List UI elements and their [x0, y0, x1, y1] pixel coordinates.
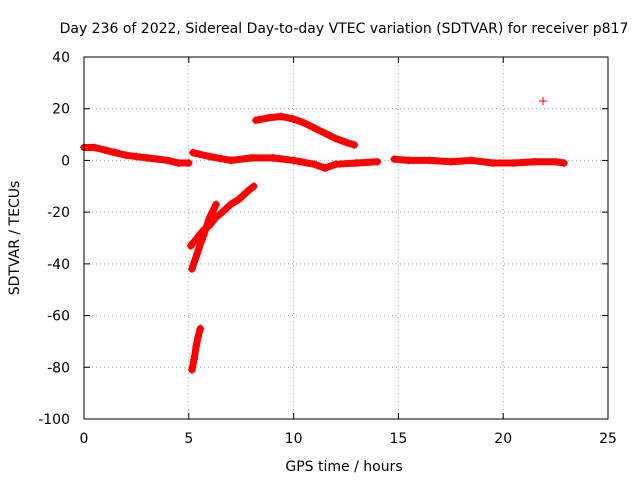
data-point — [321, 129, 330, 138]
x-axis-label: GPS time / hours — [285, 459, 402, 475]
data-point — [350, 140, 359, 149]
data-point — [187, 265, 196, 274]
axis-ticks — [83, 56, 609, 420]
data-point — [235, 195, 244, 204]
chart-title: Day 236 of 2022, Sidereal Day-to-day VTE… — [60, 21, 629, 37]
data-point — [226, 200, 235, 209]
y-tick-label: 40 — [52, 50, 70, 66]
data-point — [163, 156, 172, 165]
y-tick-label: -100 — [38, 412, 70, 428]
data-point — [352, 159, 361, 168]
data-point — [530, 157, 539, 166]
data-point — [264, 113, 273, 122]
x-tick-label: 10 — [285, 431, 303, 447]
data-point — [212, 200, 221, 209]
series-track-band — [189, 149, 381, 172]
data-point — [205, 213, 214, 222]
data-point — [321, 164, 330, 173]
y-tick-label: -60 — [47, 309, 70, 325]
x-tick-label: 5 — [184, 431, 193, 447]
series-track-band — [390, 155, 568, 167]
data-point — [90, 143, 99, 152]
data-point — [199, 231, 208, 240]
data-point — [488, 159, 497, 168]
data-point — [251, 116, 260, 125]
plot-frame — [83, 56, 609, 420]
data-point — [310, 124, 319, 133]
series-high-arc — [251, 112, 359, 149]
data-point — [193, 249, 202, 258]
series-mid-track — [188, 148, 382, 173]
data-point — [289, 115, 298, 124]
series-deep-dip — [187, 324, 205, 374]
y-tick-label: -80 — [47, 360, 70, 376]
data-point — [142, 153, 151, 162]
data-point — [192, 342, 201, 351]
data-point — [342, 138, 350, 147]
y-tick-label: -20 — [47, 205, 70, 221]
data-point — [196, 324, 205, 333]
data-point — [446, 157, 455, 166]
data-point — [186, 241, 195, 250]
data-point — [174, 159, 183, 168]
data-point — [425, 156, 434, 165]
data-point — [121, 151, 130, 160]
data-point — [188, 148, 197, 157]
data-point — [467, 156, 476, 165]
series-track-band — [252, 112, 358, 149]
data-point — [404, 156, 413, 165]
data-point — [331, 160, 340, 169]
data-point — [551, 157, 560, 166]
data-point — [247, 153, 256, 162]
data-point — [390, 155, 399, 164]
series-recovery-lower — [187, 200, 221, 274]
data-point — [226, 156, 235, 165]
x-tick-label: 0 — [80, 431, 89, 447]
data-point — [331, 134, 340, 143]
tick-labels: 0 5 10 15 20 25 -100 -80 -60 -40 -20 0 20 40 — [38, 50, 617, 447]
data-points — [80, 96, 568, 374]
x-tick-label: 25 — [599, 431, 617, 447]
series-late-track — [390, 155, 568, 168]
data-point — [310, 160, 319, 169]
data-point — [509, 159, 518, 168]
data-point — [218, 208, 227, 217]
data-point — [300, 118, 309, 127]
data-point — [190, 355, 199, 364]
data-point — [539, 96, 548, 105]
x-tick-label: 20 — [494, 431, 512, 447]
series-outlier — [539, 96, 548, 105]
data-point — [100, 146, 109, 155]
data-point — [184, 159, 193, 168]
series-main-track — [80, 143, 193, 168]
data-point — [187, 365, 196, 374]
series-recovery-upper — [186, 182, 258, 250]
y-tick-label: 20 — [52, 102, 70, 118]
data-point — [289, 156, 298, 165]
grid-lines — [84, 57, 608, 419]
y-axis-label: SDTVAR / TECUs — [7, 181, 23, 296]
data-point — [373, 157, 382, 166]
data-point — [132, 152, 141, 161]
data-point — [111, 148, 120, 157]
y-tick-label: -40 — [47, 257, 70, 273]
data-point — [249, 182, 258, 191]
y-tick-label: 0 — [61, 153, 70, 169]
data-point — [243, 187, 252, 196]
data-point — [277, 112, 286, 121]
data-point — [559, 159, 568, 168]
data-point — [194, 332, 203, 341]
data-point — [268, 153, 277, 162]
x-tick-label: 15 — [389, 431, 407, 447]
data-point — [205, 152, 214, 161]
data-point — [153, 155, 162, 164]
